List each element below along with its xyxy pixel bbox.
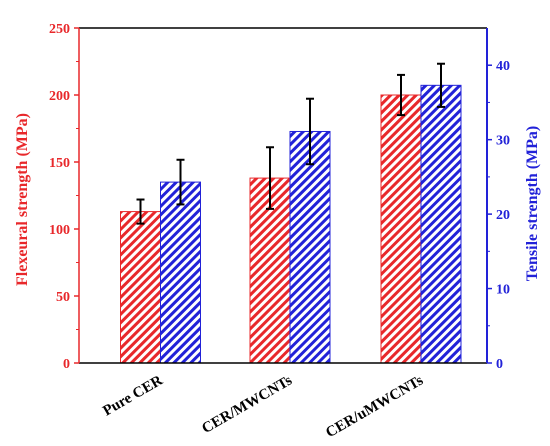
left-tick-label-50: 50 [56,290,70,305]
bar-tensile-1 [160,181,201,364]
right-tick-label-0: 0 [496,357,503,372]
bar-tensile-3 [420,84,462,364]
right-tick-label-40: 40 [496,59,510,74]
left-tick-label-250: 250 [49,22,70,37]
left-axis-title: Flexeural strength (MPa) [14,113,31,286]
left-tick-label-100: 100 [49,223,70,238]
x-tick-label-1: Pure CER [100,373,165,420]
right-tick-label-10: 10 [496,283,510,298]
x-tick-label-3: CER/uMWCNTs [323,373,426,442]
bar-flexural-1 [120,211,161,364]
left-tick-label-0: 0 [63,357,70,372]
right-tick-label-30: 30 [496,134,510,149]
bar-tensile-2 [289,130,331,364]
left-tick-label-200: 200 [49,89,70,104]
left-tick-label-150: 150 [49,156,70,171]
right-tick-label-20: 20 [496,208,510,223]
right-axis-title: Tensile strength (MPa) [524,126,541,282]
bar-flexural-3 [380,94,422,364]
x-tick-label-2: CER/MWCNTs [199,373,295,438]
